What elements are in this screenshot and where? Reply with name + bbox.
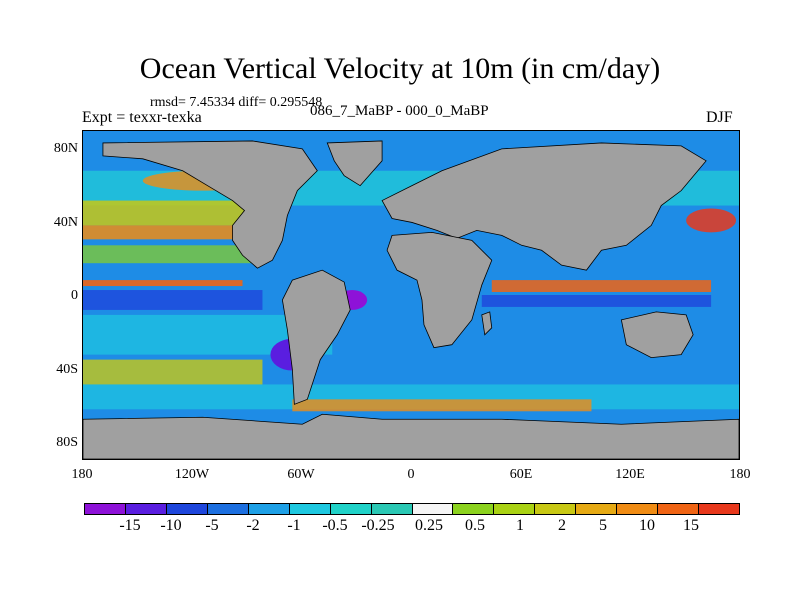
lon-label-120w: 120W: [174, 467, 210, 482]
colorbar-segment: [453, 504, 495, 514]
colorbar-label: -0.25: [361, 517, 395, 534]
lon-label-180w: 180: [71, 467, 93, 482]
antarctica-land: [83, 413, 739, 459]
plot-title: Ocean Vertical Velocity at 10m (in cm/da…: [139, 52, 661, 85]
lon-label-60e: 60E: [509, 467, 533, 482]
north-pacific-red-blob: [686, 208, 737, 233]
colorbar-label: 10: [639, 517, 655, 534]
colorbar-segment: [289, 504, 331, 514]
colorbar-segment: [494, 504, 536, 514]
colorbar-label: 2: [558, 517, 566, 534]
lat-label-80n: 80N: [53, 141, 78, 156]
colorbar-label: 0.25: [415, 517, 443, 534]
colorbar-segment: [617, 504, 659, 514]
colorbar-segment: [371, 504, 413, 514]
lat-label-40n: 40N: [53, 215, 78, 230]
colorbar-segment: [576, 504, 618, 514]
colorbar-segment: [248, 504, 290, 514]
experiment-label: Expt = texxr-texka: [82, 109, 202, 126]
difference-name-label: 086_7_MaBP - 000_0_MaBP: [310, 103, 489, 119]
colorbar-segment: [330, 504, 372, 514]
colorbar-segment: [207, 504, 249, 514]
equatorial-orange-band: [83, 280, 243, 287]
lon-label-60w: 60W: [287, 467, 315, 482]
rmsd-label: rmsd= 7.45334 diff= 0.295548: [150, 95, 323, 110]
colorbar-label: -5: [205, 517, 219, 534]
lon-label-0: 0: [407, 467, 415, 482]
australia-land: [620, 311, 694, 359]
lat-label-80s: 80S: [56, 435, 78, 450]
colorbar-label: 15: [683, 517, 699, 534]
colorbar-label: 1: [516, 517, 524, 534]
colorbar-segment: [535, 504, 577, 514]
colorbar-segment: [699, 504, 739, 514]
south-america-land: [281, 269, 351, 405]
africa-land: [386, 231, 493, 349]
pacific-green-band: [83, 245, 263, 264]
colorbar-segment: [412, 504, 454, 514]
colorbar-label: -15: [119, 517, 141, 534]
colorbar-label: 5: [599, 517, 607, 534]
north-america-land: [102, 140, 318, 269]
equatorial-blue-band: [83, 290, 263, 310]
colorbar-label: -1: [287, 517, 301, 534]
lat-label-40s: 40S: [56, 362, 78, 377]
colorbar-label: -0.5: [322, 517, 348, 534]
madagascar-land: [481, 311, 493, 336]
ocean-velocity-map: [82, 130, 740, 460]
colorbar-segment: [658, 504, 700, 514]
colorbar: [84, 503, 740, 515]
colorbar-segment: [85, 504, 126, 514]
lon-label-120e: 120E: [615, 467, 645, 482]
antarctic-orange-band: [292, 399, 592, 412]
greenland-land: [326, 140, 383, 187]
lon-label-180e: 180: [729, 467, 751, 482]
colorbar-labels: -15 -10 -5 -2 -1 -0.5 -0.25 0.25 0.5 1 2…: [84, 517, 740, 537]
colorbar-segment: [125, 504, 167, 514]
season-label: DJF: [706, 109, 733, 126]
indian-orange-band: [491, 280, 712, 293]
colorbar-label: 0.5: [465, 517, 485, 534]
land-masses: [83, 140, 739, 459]
colorbar-label: -10: [160, 517, 182, 534]
indian-blue-band: [481, 295, 712, 307]
north-orange-band: [83, 225, 263, 240]
southern-yellow-band: [83, 359, 263, 385]
colorbar-segment: [166, 504, 208, 514]
lat-label-0: 0: [71, 288, 78, 303]
colorbar-label: -2: [246, 517, 260, 534]
